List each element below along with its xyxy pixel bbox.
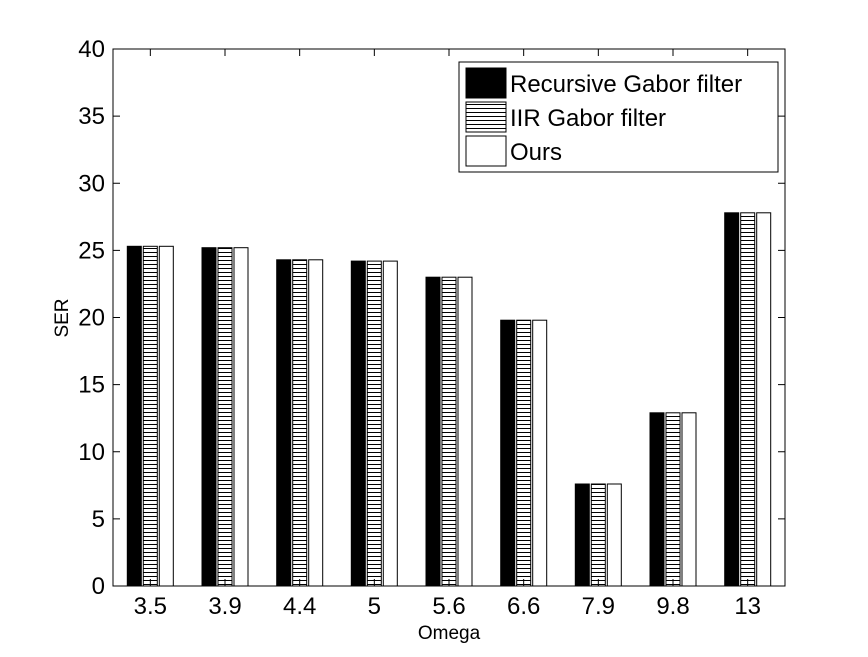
x-axis: 3.5 3.9 4.4 5 5.6 6.6 7.9 9.8 13	[134, 49, 761, 620]
bar-recursive-gabor-filter-9.8	[649, 412, 665, 587]
bar-recursive-gabor-filter-4.4	[276, 259, 292, 587]
legend-label: IIR Gabor filter	[510, 105, 666, 132]
bar-ours-5.6	[457, 276, 473, 587]
bar-ours-4.4	[308, 259, 324, 587]
bar-ours-3.5	[158, 245, 174, 587]
bar-iir-gabor-filter-3.5	[142, 245, 158, 587]
bar-ours-9.8	[681, 412, 697, 587]
bar-recursive-gabor-filter-5.6	[425, 276, 441, 587]
bar-iir-gabor-filter-5.6	[441, 276, 457, 587]
bar-recursive-gabor-filter-7.9	[574, 483, 590, 587]
y-tick-label: 35	[78, 103, 105, 130]
bar-ours-5	[382, 260, 398, 587]
x-tick-label: 3.5	[134, 593, 167, 620]
bar-ours-7.9	[606, 483, 622, 587]
legend-box	[458, 61, 779, 173]
x-tick-label: 4.4	[283, 593, 316, 620]
bar-recursive-gabor-filter-3.5	[126, 245, 142, 587]
x-tick-label: 5.6	[432, 593, 465, 620]
x-tick-label: 5	[368, 593, 381, 620]
x-tick-label: 9.8	[656, 593, 689, 620]
bar-iir-gabor-filter-7.9	[590, 483, 606, 587]
y-tick-label: 20	[78, 305, 105, 332]
bar-recursive-gabor-filter-3.9	[201, 247, 217, 587]
bar-ours-3.9	[233, 247, 249, 587]
legend-swatch	[465, 101, 507, 133]
legend: Recursive Gabor filter IIR Gabor filter Ou…	[458, 61, 779, 173]
bar-ours-13	[756, 212, 772, 587]
y-tick-label: 5	[92, 506, 105, 533]
legend-label: Recursive Gabor filter	[510, 71, 742, 98]
bar-iir-gabor-filter-4.4	[292, 259, 308, 587]
bar-recursive-gabor-filter-5	[350, 260, 366, 587]
y-tick-label: 0	[92, 573, 105, 600]
y-tick-label: 40	[78, 36, 105, 63]
x-tick-label: 6.6	[507, 593, 540, 620]
y-tick-label: 10	[78, 439, 105, 466]
bars-group	[126, 212, 772, 587]
bar-iir-gabor-filter-3.9	[217, 247, 233, 587]
legend-label: Ours	[510, 139, 562, 166]
y-tick-label: 25	[78, 237, 105, 264]
x-axis-title: Omega	[418, 623, 481, 644]
bar-iir-gabor-filter-6.6	[516, 319, 532, 587]
bar-iir-gabor-filter-13	[740, 212, 756, 587]
bar-recursive-gabor-filter-13	[724, 212, 740, 587]
y-axis: 0 5 10 15 20 25 30 35 40	[78, 36, 785, 600]
y-tick-label: 30	[78, 170, 105, 197]
bar-iir-gabor-filter-9.8	[665, 412, 681, 587]
bar-iir-gabor-filter-5	[366, 260, 382, 587]
x-tick-label: 13	[734, 593, 761, 620]
bar-recursive-gabor-filter-6.6	[500, 319, 516, 587]
x-tick-label: 3.9	[208, 593, 241, 620]
legend-swatch	[465, 67, 507, 99]
bar-ours-6.6	[532, 319, 548, 587]
legend-swatch	[465, 135, 507, 167]
x-tick-label: 7.9	[582, 593, 615, 620]
y-tick-label: 15	[78, 372, 105, 399]
y-axis-title: SER	[52, 298, 73, 337]
